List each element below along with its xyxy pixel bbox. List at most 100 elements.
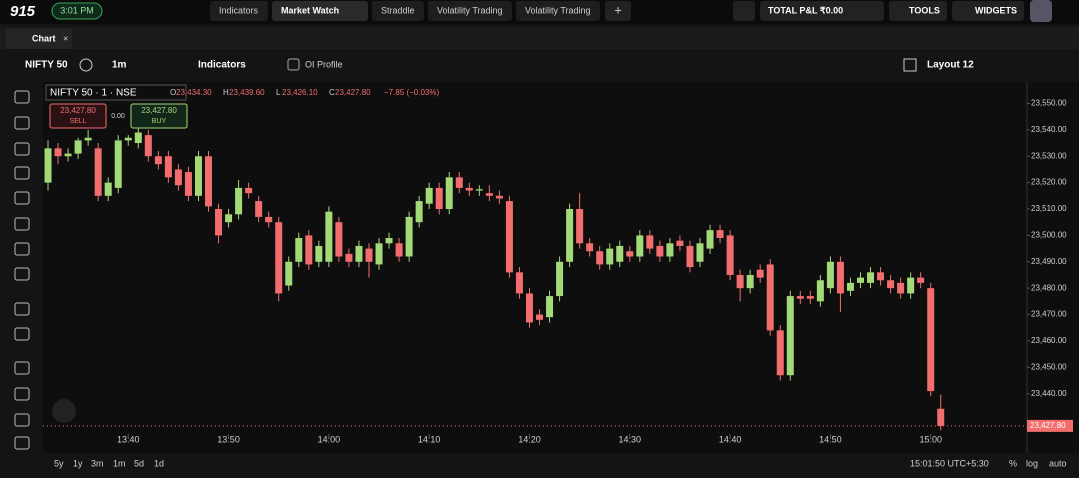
oi-checkbox[interactable] <box>287 58 300 71</box>
candle-body <box>666 243 674 257</box>
close-icon[interactable]: × <box>63 33 68 43</box>
candle-body <box>335 222 343 257</box>
interval[interactable]: 1m <box>112 60 127 71</box>
tool-icon[interactable] <box>14 116 30 130</box>
basket-button[interactable] <box>733 1 755 21</box>
tool-icon[interactable] <box>14 191 30 205</box>
candle-body <box>54 148 62 157</box>
add-tab[interactable] <box>605 1 631 21</box>
log-toggle[interactable]: log <box>1026 458 1038 468</box>
candle-body <box>927 288 935 392</box>
tab[interactable] <box>516 1 600 21</box>
x-tick-label: 14:50 <box>819 434 842 444</box>
tool-icon[interactable] <box>14 387 30 401</box>
pnl-button[interactable] <box>760 1 884 21</box>
tab-label: Volatility Trading <box>525 5 591 15</box>
widgets-button[interactable] <box>952 1 1024 21</box>
candle-body <box>505 201 513 273</box>
candle-body <box>636 235 644 257</box>
tool-icon[interactable] <box>14 302 30 316</box>
candle-body <box>84 137 92 141</box>
candle-body <box>586 243 594 252</box>
candle-body <box>315 245 323 262</box>
candle-body <box>215 209 223 236</box>
chart-tab[interactable] <box>6 29 72 49</box>
tab[interactable] <box>210 1 268 21</box>
candle-body <box>736 274 744 289</box>
avatar[interactable] <box>1030 0 1052 22</box>
candle-body <box>74 140 82 154</box>
sell-label: SELL <box>69 118 86 125</box>
range-button[interactable]: 1d <box>154 458 164 468</box>
candle-body <box>144 135 152 157</box>
tool-icon[interactable] <box>14 217 30 231</box>
pnl: TOTAL P&L ₹0.00 <box>768 5 843 15</box>
candle-body <box>766 264 774 331</box>
x-tick-label: 14:00 <box>318 434 341 444</box>
candle-body <box>104 182 112 196</box>
tool-icon[interactable] <box>14 361 30 375</box>
tool-icon[interactable] <box>14 142 30 156</box>
indicators-button[interactable]: Indicators <box>198 60 246 71</box>
ohlc-value: 23,434.30 <box>176 88 212 97</box>
x-tick-label: 13:50 <box>217 434 240 444</box>
range-button[interactable]: 1y <box>73 458 83 468</box>
candle-body <box>64 153 72 157</box>
candle-body <box>475 189 483 191</box>
candle-body <box>796 296 804 299</box>
candle-body <box>546 296 554 318</box>
tab[interactable] <box>272 1 368 21</box>
symbol[interactable]: NIFTY 50 <box>25 60 68 71</box>
candle-body <box>225 214 233 223</box>
candle-body <box>836 261 844 294</box>
x-tick-label: 14:40 <box>719 434 742 444</box>
ohlc-key: C <box>329 88 335 97</box>
tool-icon[interactable] <box>14 267 30 281</box>
tool-icon[interactable] <box>14 90 30 104</box>
range-button[interactable]: 5y <box>54 458 64 468</box>
tool-icon[interactable] <box>14 166 30 180</box>
candle-body <box>174 169 182 186</box>
left-toolbar <box>0 80 42 453</box>
candle-body <box>445 177 453 210</box>
tool-icon[interactable] <box>14 327 30 341</box>
auto-toggle[interactable]: auto <box>1049 458 1067 468</box>
compare-icon[interactable] <box>79 58 93 72</box>
range-button[interactable]: 3m <box>91 458 104 468</box>
logo: 915 <box>10 3 36 20</box>
oi-profile[interactable]: OI Profile <box>305 59 343 69</box>
tool-icon[interactable] <box>14 436 30 450</box>
candle-body <box>345 253 353 262</box>
candle-body <box>716 230 724 239</box>
candle-body <box>114 140 122 188</box>
candle-body <box>194 156 202 196</box>
buy-button[interactable] <box>130 103 188 129</box>
candle-body <box>816 280 824 302</box>
tools-button[interactable] <box>889 1 947 21</box>
y-tick-label: 23,440.00 <box>1031 389 1067 398</box>
layout[interactable]: Layout 12 <box>927 60 974 71</box>
widgets: WIDGETS <box>975 5 1017 15</box>
tab[interactable] <box>372 1 424 21</box>
range-button[interactable]: 1m <box>113 458 126 468</box>
candle-body <box>606 248 614 265</box>
candle-body <box>365 248 373 262</box>
layout-icon[interactable] <box>903 58 917 72</box>
range-button[interactable]: 5d <box>134 458 144 468</box>
candle-body <box>826 261 834 289</box>
candle-body <box>435 187 443 210</box>
candle-body <box>786 296 794 376</box>
tab-label: Indicators <box>219 5 259 15</box>
tab[interactable] <box>428 1 512 21</box>
x-tick-label: 14:10 <box>418 434 441 444</box>
tool-icon[interactable] <box>14 242 30 256</box>
percent-toggle[interactable]: % <box>1009 458 1017 468</box>
x-tick-label: 15:00 <box>919 434 942 444</box>
y-tick-label: 23,540.00 <box>1031 125 1067 134</box>
candle-body <box>887 280 895 289</box>
candle-body <box>265 216 273 223</box>
sell-button[interactable] <box>49 103 107 129</box>
tool-icon[interactable] <box>14 413 30 427</box>
